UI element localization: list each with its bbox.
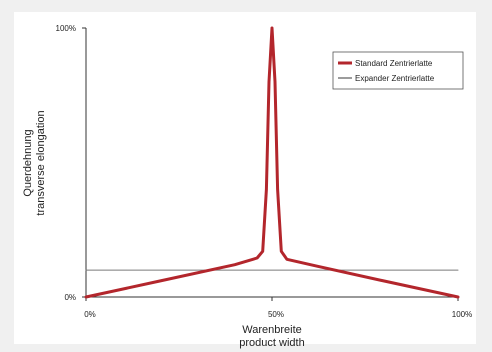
y-axis-title-line1: Querdehnung	[22, 129, 34, 196]
legend-label-expander: Expander Zentrierlatte	[355, 74, 435, 83]
y-tick-label: 0%	[64, 293, 76, 302]
legend-box	[332, 51, 464, 90]
x-tick-label: 50%	[268, 310, 284, 319]
x-axis-title-line1: Warenbreite	[242, 324, 302, 336]
y-tick-label: 100%	[56, 24, 76, 33]
series-line-standard	[84, 26, 460, 299]
y-axis-title-line2: transverse elongation	[35, 110, 47, 215]
series-layer	[84, 26, 460, 299]
x-tick-label: 100%	[452, 310, 472, 319]
x-tick-label: 0%	[84, 310, 96, 319]
x-axis-title-line2: product width	[239, 337, 304, 349]
legend: Standard Zentrierlatte Expander Zentrier…	[332, 51, 464, 90]
legend-label-standard: Standard Zentrierlatte	[355, 59, 433, 68]
